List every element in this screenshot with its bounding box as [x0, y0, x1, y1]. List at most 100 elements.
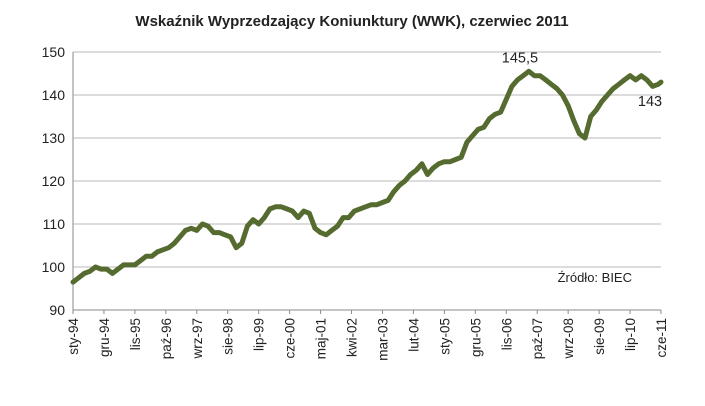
- data-point-55: [380, 200, 385, 205]
- data-point-73: [481, 125, 486, 130]
- data-point-37: [279, 204, 284, 209]
- data-point-1: [76, 275, 81, 280]
- y-tick-label-5: 140: [42, 87, 66, 103]
- data-point-74: [487, 116, 492, 121]
- x-tick-label-10: mar-03: [375, 318, 390, 361]
- data-point-21: [189, 226, 194, 231]
- x-tick-label-15: paź-07: [530, 318, 545, 359]
- data-point-51: [357, 206, 363, 212]
- data-point-25: [211, 230, 216, 235]
- data-point-68: [453, 157, 458, 162]
- data-point-95: [605, 92, 610, 98]
- data-point-32: [250, 217, 256, 222]
- data-point-69: [459, 155, 464, 160]
- data-point-105: [658, 79, 664, 85]
- x-tick-label-19: cze-11: [654, 318, 669, 358]
- data-point-92: [588, 114, 593, 119]
- data-point-71: [470, 133, 475, 138]
- data-point-90: [577, 131, 582, 136]
- data-point-11: [132, 262, 138, 268]
- data-point-101: [639, 73, 644, 78]
- data-point-45: [324, 232, 329, 237]
- y-tick-label-6: 150: [42, 44, 66, 60]
- data-point-15: [155, 249, 160, 255]
- data-point-98: [622, 77, 627, 83]
- x-tick-label-0: sty-94: [66, 318, 81, 355]
- data-point-44: [318, 230, 323, 235]
- data-point-34: [262, 215, 267, 220]
- data-point-81: [526, 69, 531, 74]
- x-tick-label-18: lip-10: [623, 318, 638, 351]
- data-point-48: [340, 215, 346, 220]
- data-point-61: [414, 168, 419, 173]
- x-tick-label-2: lis-95: [128, 318, 143, 350]
- x-tick-label-5: sie-98: [221, 318, 236, 355]
- data-point-49: [346, 215, 351, 220]
- data-point-64: [430, 165, 436, 171]
- data-point-43: [312, 226, 318, 231]
- data-point-84: [543, 77, 548, 83]
- y-tick-label-3: 120: [42, 173, 66, 189]
- data-point-54: [374, 202, 379, 207]
- data-point-35: [267, 206, 273, 212]
- data-point-58: [397, 183, 402, 188]
- chart-title: Wskaźnik Wyprzedzający Koniunktury (WWK)…: [135, 13, 568, 30]
- data-point-18: [172, 241, 177, 246]
- data-point-78: [509, 84, 515, 89]
- data-point-85: [549, 82, 554, 87]
- data-point-47: [335, 223, 340, 229]
- data-point-76: [498, 110, 503, 115]
- data-point-82: [532, 73, 537, 78]
- y-axis-ticks: 90 100 110 120 130 140 150: [42, 44, 66, 318]
- data-point-62: [419, 161, 425, 166]
- data-point-59: [402, 178, 408, 184]
- data-point-22: [194, 228, 199, 233]
- annotation-label-0: 145,5: [502, 50, 538, 66]
- y-tick-label-4: 130: [42, 130, 66, 146]
- data-point-27: [222, 232, 228, 237]
- data-point-79: [515, 77, 520, 83]
- data-point-2: [82, 271, 87, 276]
- data-point-4: [93, 264, 98, 270]
- data-point-29: [234, 245, 239, 250]
- data-point-100: [633, 77, 638, 83]
- data-point-87: [560, 92, 565, 98]
- data-point-3: [87, 269, 93, 274]
- data-point-13: [143, 254, 149, 259]
- data-point-20: [183, 228, 188, 233]
- data-point-103: [650, 84, 655, 89]
- data-point-99: [627, 73, 633, 78]
- data-point-50: [352, 208, 357, 214]
- data-point-28: [228, 234, 233, 240]
- data-point-60: [408, 172, 413, 177]
- data-point-6: [104, 266, 110, 272]
- x-tick-label-17: sie-09: [592, 318, 607, 355]
- data-point-57: [391, 189, 396, 194]
- data-point-9: [121, 262, 126, 268]
- data-point-40: [295, 215, 301, 220]
- axes: [72, 52, 661, 311]
- x-tick-label-9: kwi-02: [345, 318, 360, 357]
- data-point-93: [594, 107, 599, 113]
- data-point-19: [177, 234, 183, 240]
- data-point-12: [138, 258, 143, 263]
- data-point-83: [537, 73, 543, 78]
- x-axis-ticks: sty-94 gru-94 lis-95 paź-96 wrz-97 sie-98 lip-…: [66, 310, 669, 361]
- data-point-41: [301, 208, 306, 214]
- data-point-86: [554, 86, 560, 91]
- data-point-30: [239, 241, 244, 246]
- data-point-46: [329, 228, 334, 233]
- data-point-26: [217, 230, 222, 235]
- data-point-0: [70, 279, 76, 285]
- x-tick-label-12: sty-05: [437, 318, 452, 355]
- x-tick-label-7: cze-00: [283, 318, 298, 359]
- annotations: 145,5 143: [502, 50, 662, 110]
- y-tick-label-1: 100: [42, 259, 66, 275]
- series-line-0: [70, 68, 664, 285]
- data-point-89: [571, 118, 576, 124]
- data-point-42: [307, 211, 312, 216]
- data-point-88: [566, 103, 571, 109]
- data-point-67: [447, 159, 453, 164]
- x-tick-label-13: gru-05: [468, 318, 483, 357]
